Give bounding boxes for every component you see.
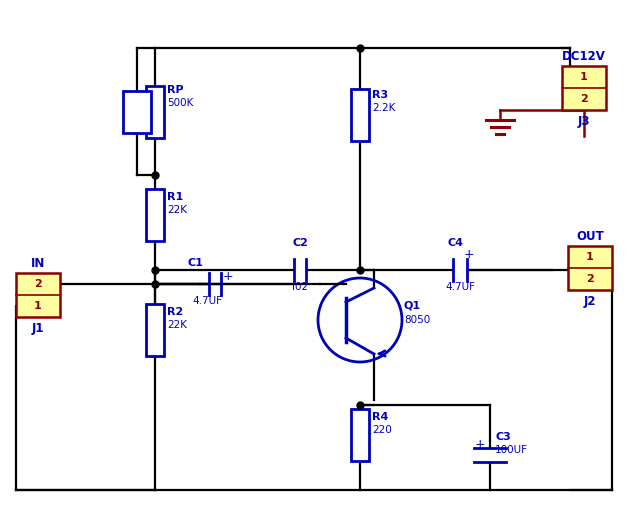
- Text: J1: J1: [31, 322, 44, 335]
- Bar: [16, 273, 60, 317]
- Text: +: +: [464, 247, 475, 260]
- Text: 22K: 22K: [167, 320, 187, 330]
- Text: 1: 1: [586, 252, 594, 262]
- Text: 2: 2: [580, 94, 588, 104]
- Text: 100UF: 100UF: [495, 445, 528, 455]
- Text: 2: 2: [34, 279, 42, 289]
- Text: +: +: [474, 439, 485, 452]
- Text: R1: R1: [167, 192, 183, 202]
- Text: 500K: 500K: [167, 98, 193, 108]
- FancyBboxPatch shape: [351, 409, 369, 461]
- Text: 4.7UF: 4.7UF: [445, 282, 475, 292]
- Text: C3: C3: [495, 432, 511, 442]
- Text: 1: 1: [580, 72, 588, 82]
- FancyBboxPatch shape: [146, 189, 164, 241]
- Text: C1: C1: [187, 258, 203, 268]
- Text: 1: 1: [34, 301, 42, 311]
- FancyBboxPatch shape: [351, 89, 369, 141]
- Text: DC12V: DC12V: [562, 50, 606, 63]
- Text: C4: C4: [448, 238, 464, 248]
- Text: R4: R4: [372, 412, 388, 422]
- Text: Q1: Q1: [404, 301, 421, 311]
- Text: I02: I02: [292, 282, 308, 292]
- Text: C2: C2: [292, 238, 308, 248]
- Bar: [568, 246, 612, 290]
- Text: 2.2K: 2.2K: [372, 103, 396, 113]
- FancyBboxPatch shape: [123, 91, 151, 133]
- Text: 8050: 8050: [404, 315, 430, 325]
- Bar: [562, 66, 606, 110]
- Text: +: +: [223, 269, 233, 282]
- Text: 4.7UF: 4.7UF: [192, 296, 222, 306]
- Text: OUT: OUT: [576, 230, 604, 243]
- Text: J3: J3: [578, 115, 590, 128]
- Text: 22K: 22K: [167, 205, 187, 215]
- FancyBboxPatch shape: [146, 86, 164, 138]
- Text: R2: R2: [167, 307, 183, 317]
- Text: RP: RP: [167, 85, 184, 95]
- Text: 2: 2: [586, 274, 594, 284]
- Text: 220: 220: [372, 425, 392, 435]
- Text: R3: R3: [372, 90, 388, 100]
- Text: J2: J2: [584, 295, 596, 308]
- FancyBboxPatch shape: [146, 304, 164, 356]
- Text: IN: IN: [31, 257, 45, 270]
